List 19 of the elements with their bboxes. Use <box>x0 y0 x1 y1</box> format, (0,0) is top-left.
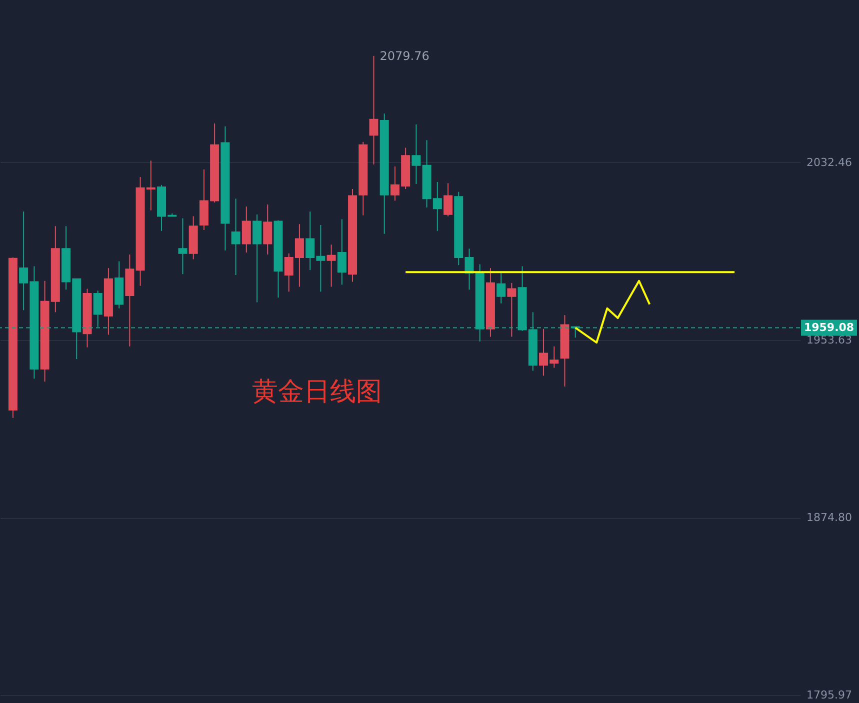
candlestick <box>444 182 453 217</box>
y-tick-label: 1795.97 <box>806 688 852 702</box>
candlestick <box>496 272 506 304</box>
y-tick-label: 2032.46 <box>806 156 852 169</box>
candlestick <box>242 206 251 254</box>
candlestick <box>369 55 378 165</box>
y-tick-label: 1874.80 <box>806 511 852 524</box>
candlestick <box>337 218 346 286</box>
y-tick-label: 1953.63 <box>806 334 852 347</box>
annotation: 2079.76 <box>380 48 430 63</box>
candlestick <box>231 198 240 276</box>
annotation: 黄金日线图 <box>252 377 382 407</box>
ref-line-label: 1959.08 <box>804 320 854 334</box>
candlestick <box>178 218 188 275</box>
candlestick <box>252 214 262 303</box>
candlestick <box>263 204 272 256</box>
candlestick <box>326 244 336 288</box>
candlestick <box>507 282 516 338</box>
candlestick <box>412 124 421 185</box>
